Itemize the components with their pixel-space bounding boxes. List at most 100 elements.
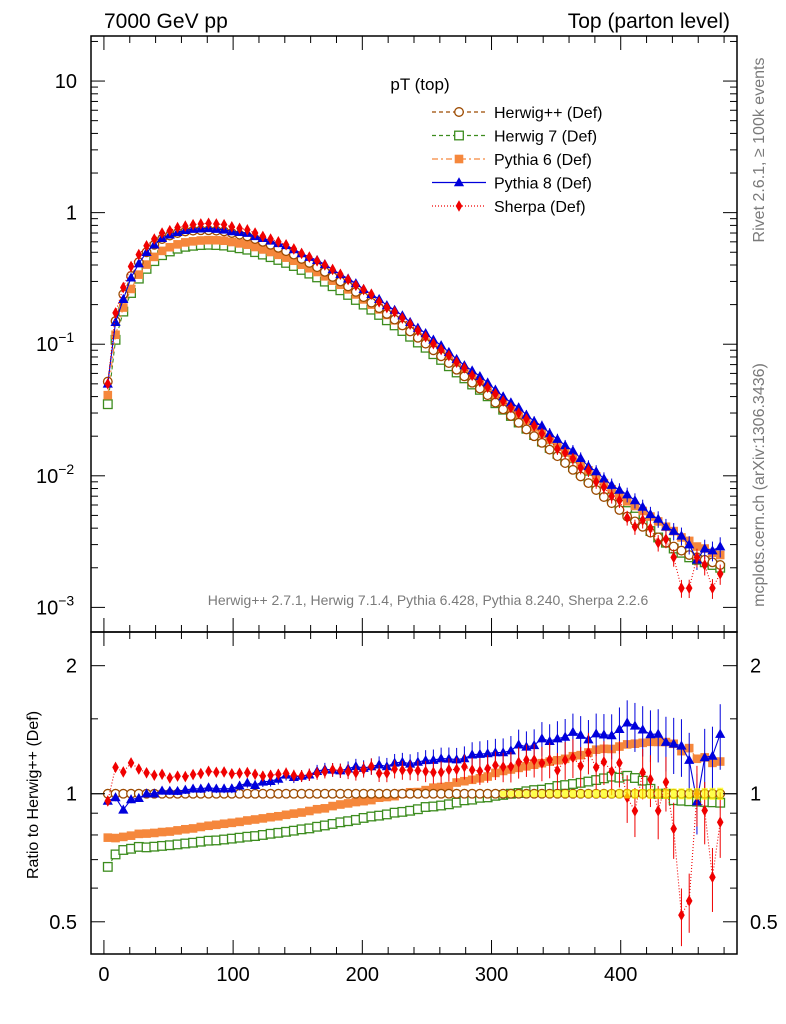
ratio-point <box>187 783 199 793</box>
ratio-point <box>133 792 144 802</box>
data-point <box>251 227 259 239</box>
band-segment <box>600 789 607 799</box>
ratio-point <box>156 785 168 795</box>
data-point <box>258 245 268 254</box>
ratio-point <box>678 909 685 921</box>
band-segment <box>717 787 724 800</box>
ratio-point <box>484 762 491 775</box>
ratio-point <box>204 821 213 831</box>
data-point <box>701 559 708 571</box>
data-point <box>102 399 113 410</box>
ratio-point <box>544 735 555 745</box>
data-point <box>103 390 113 400</box>
data-point <box>623 511 631 524</box>
data-point <box>281 253 291 262</box>
band-segment <box>554 790 561 798</box>
data-point <box>125 272 137 282</box>
band-segment <box>686 788 693 800</box>
data-point <box>321 259 329 271</box>
ratio-point <box>158 768 166 781</box>
band-segment <box>693 788 700 800</box>
ratio-point <box>523 754 530 766</box>
y-tick-label: 10 <box>55 71 77 93</box>
ratio-point <box>552 733 563 743</box>
data-point <box>629 495 641 505</box>
data-point <box>205 217 212 230</box>
ratio-point <box>103 833 113 842</box>
legend-item: Sherpa (Def) <box>432 199 586 216</box>
data-point <box>567 464 578 475</box>
ratio-point <box>452 778 461 787</box>
x-tick-label: 0 <box>98 964 109 986</box>
legend-label: Herwig 7 (Def) <box>494 129 597 146</box>
data-point <box>391 306 398 318</box>
ratio-point <box>699 752 710 762</box>
ratio-point <box>274 811 283 821</box>
ratio-axis-label: Ratio to Herwig++ (Def) <box>25 711 42 879</box>
ratio-point <box>173 826 182 835</box>
ratio-point <box>692 754 702 764</box>
ratio-point <box>505 745 516 755</box>
ratio-point <box>180 784 191 794</box>
ratio-point <box>110 792 121 802</box>
ratio-point <box>328 801 337 811</box>
ratio-point <box>406 764 414 776</box>
ratio-tick-label: 2 <box>66 656 77 678</box>
ratio-point <box>182 770 189 783</box>
ratio-point <box>629 720 641 730</box>
data-point <box>150 252 159 262</box>
ratio-point <box>561 754 569 766</box>
data-point <box>173 240 182 249</box>
ratio-point <box>367 795 376 805</box>
data-point <box>538 427 546 440</box>
ratio-point <box>213 766 220 779</box>
ratio-point <box>359 796 368 806</box>
ratio-point <box>600 756 608 768</box>
ratio-point <box>461 760 468 773</box>
plot-title-label: pT (top) <box>390 75 449 94</box>
data-point <box>445 349 453 362</box>
series-4-line <box>107 222 721 590</box>
ratio-point <box>460 776 469 786</box>
data-point <box>484 381 491 394</box>
ratio-tick-label-right: 0.5 <box>750 912 778 934</box>
ratio-point <box>250 815 260 824</box>
data-point <box>668 525 679 535</box>
ratio-point <box>281 810 291 820</box>
data-point <box>329 263 336 276</box>
data-point <box>111 330 120 340</box>
data-point <box>157 246 167 256</box>
data-point <box>182 220 189 232</box>
ratio-point <box>258 814 268 823</box>
ratio-point <box>436 782 446 792</box>
data-point <box>577 462 584 474</box>
ratio-point <box>134 829 144 839</box>
ratio-point <box>289 809 299 818</box>
data-point <box>360 283 367 296</box>
main-panel: 10−3 10−2 10−1 1 10 pT (top) Herwig++ 2.7.1,… <box>36 35 738 633</box>
band-segment <box>624 789 631 799</box>
ratio-point <box>220 766 228 778</box>
data-point <box>243 240 252 249</box>
ratio-point <box>266 812 275 822</box>
ratio-point <box>709 871 716 884</box>
ratio-point <box>164 785 175 795</box>
ratio-point <box>436 753 447 763</box>
band-segment <box>569 789 576 798</box>
ratio-point <box>569 751 577 764</box>
data-point <box>561 446 569 459</box>
data-point <box>250 242 260 252</box>
ratio-point <box>647 773 654 786</box>
band-segment <box>616 789 623 799</box>
data-point <box>474 371 485 381</box>
data-point <box>515 407 522 419</box>
band-segment <box>523 790 530 798</box>
data-point <box>684 539 695 549</box>
series-4-main <box>104 217 724 599</box>
band-segment <box>631 789 638 799</box>
ratio-point <box>151 769 158 782</box>
ratio-point <box>344 765 352 778</box>
data-point <box>399 312 406 324</box>
ratio-point <box>575 729 586 739</box>
ratio-point <box>374 759 385 769</box>
